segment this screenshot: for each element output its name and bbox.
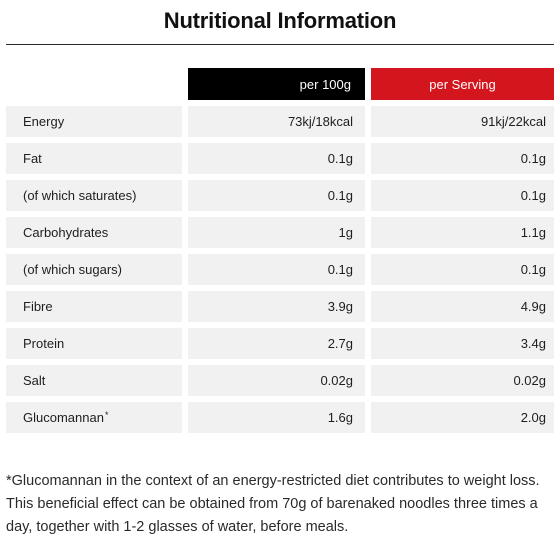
row-per-100g: 3.9g [188, 291, 365, 322]
page-title: Nutritional Information [163, 8, 397, 33]
row-label: (of which sugars) [6, 254, 182, 285]
row-label-text: Glucomannan [23, 410, 104, 425]
row-per-serving: 0.02g [371, 365, 554, 396]
row-per-serving: 0.1g [371, 143, 554, 174]
row-label: Energy [6, 106, 182, 137]
header-per-100g: per 100g [188, 68, 365, 100]
table-row: Energy 73kj/18kcal 91kj/22kcal [6, 106, 554, 137]
row-per-serving: 0.1g [371, 254, 554, 285]
table-row: Glucomannan * 1.6g 2.0g [6, 402, 554, 433]
row-per-serving: 4.9g [371, 291, 554, 322]
row-per-serving: 0.1g [371, 180, 554, 211]
row-per-serving: 91kj/22kcal [371, 106, 554, 137]
row-label: Protein [6, 328, 182, 359]
row-per-100g: 0.1g [188, 143, 365, 174]
row-per-100g: 0.1g [188, 180, 365, 211]
nutrition-table: Energy 73kj/18kcal 91kj/22kcal Fat 0.1g … [6, 106, 554, 439]
row-label: Fibre [6, 291, 182, 322]
row-per-100g: 0.02g [188, 365, 365, 396]
row-per-serving: 3.4g [371, 328, 554, 359]
footnote-marker: * [104, 409, 109, 420]
row-label: (of which saturates) [6, 180, 182, 211]
row-per-100g: 1.6g [188, 402, 365, 433]
table-row: Protein 2.7g 3.4g [6, 328, 554, 359]
table-row: Fibre 3.9g 4.9g [6, 291, 554, 322]
table-row: Carbohydrates 1g 1.1g [6, 217, 554, 248]
table-row: (of which saturates) 0.1g 0.1g [6, 180, 554, 211]
header-per-serving: per Serving [371, 68, 554, 100]
row-per-100g: 73kj/18kcal [188, 106, 365, 137]
footnote-text: *Glucomannan in the context of an energy… [6, 473, 540, 535]
table-row: Fat 0.1g 0.1g [6, 143, 554, 174]
row-label-glucomannan: Glucomannan * [6, 402, 182, 433]
row-label: Carbohydrates [6, 217, 182, 248]
table-row: (of which sugars) 0.1g 0.1g [6, 254, 554, 285]
row-label: Salt [6, 365, 182, 396]
row-per-100g: 2.7g [188, 328, 365, 359]
row-per-serving: 2.0g [371, 402, 554, 433]
title-divider [6, 44, 554, 45]
table-row: Salt 0.02g 0.02g [6, 365, 554, 396]
row-per-100g: 1g [188, 217, 365, 248]
row-per-serving: 1.1g [371, 217, 554, 248]
row-label: Fat [6, 143, 182, 174]
row-per-100g: 0.1g [188, 254, 365, 285]
